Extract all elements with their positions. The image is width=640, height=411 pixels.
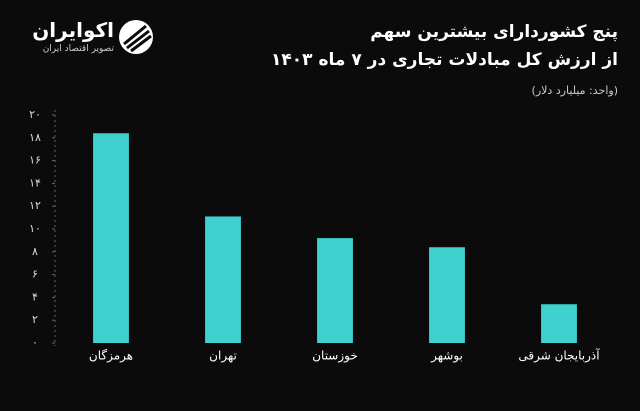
chart-title: پنج کشوردارای بیشترین سهم xyxy=(370,22,618,42)
x-tick-label: خوزستان xyxy=(312,349,358,364)
y-tick-label: ۱۴ xyxy=(29,176,41,189)
bar xyxy=(205,216,241,343)
y-tick-label: ۴ xyxy=(32,290,38,303)
y-tick-label: ۱۸ xyxy=(29,131,41,144)
y-tick-label: ۱۲ xyxy=(29,199,41,212)
bar xyxy=(317,238,353,343)
y-tick-label: ۰ xyxy=(32,336,38,349)
x-tick-label: تهران xyxy=(209,349,237,364)
x-tick-label: آذربایجان شرقی xyxy=(518,348,600,364)
y-tick-label: ۶ xyxy=(32,268,38,281)
x-tick-label: هرمزگان xyxy=(89,349,133,364)
unit-note: (واحد: میلیارد دلار) xyxy=(531,84,618,97)
bar xyxy=(541,304,577,343)
y-tick-label: ۱۶ xyxy=(29,154,41,167)
brand-tagline: تصویر اقتصاد ایران xyxy=(42,44,114,54)
chart-subtitle: از ارزش کل مبادلات تجاری در ۷ ماه ۱۴۰۳ xyxy=(271,50,618,70)
x-tick-label: بوشهر xyxy=(430,349,463,364)
brand-name: اکوایران xyxy=(32,18,114,42)
y-tick-label: ۲ xyxy=(32,313,38,326)
y-tick-label: ۸ xyxy=(32,245,38,258)
y-tick-label: ۲۰ xyxy=(29,108,41,121)
y-tick-label: ۱۰ xyxy=(29,222,41,235)
bar xyxy=(429,247,465,343)
logo-icon xyxy=(119,20,153,54)
bar xyxy=(93,133,129,343)
